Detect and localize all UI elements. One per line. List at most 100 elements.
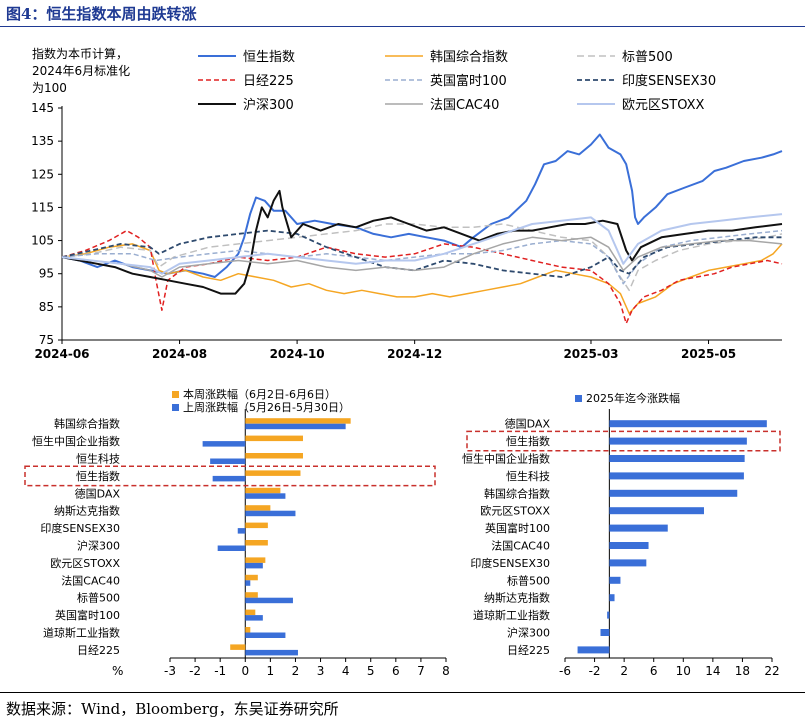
bar-2	[245, 597, 293, 604]
bar-1	[609, 472, 744, 480]
x-tick-label: -2	[589, 664, 601, 678]
category-label: 沪深300	[507, 626, 550, 640]
source-note: 数据来源：Wind，Bloomberg，东吴证券研究所	[6, 700, 339, 718]
bar-2	[202, 441, 246, 447]
x-tick-label: 2025-05	[681, 347, 736, 361]
category-label: 沪深300	[77, 539, 120, 553]
series-line-4	[61, 229, 783, 325]
bar-1	[609, 559, 647, 567]
category-label: 恒生指数	[506, 434, 550, 448]
series-line-3	[61, 223, 783, 292]
x-tick-label: 2	[292, 664, 300, 678]
bar-2	[237, 528, 246, 534]
category-label: 德国DAX	[505, 417, 551, 431]
line-chart: 75 85 95 105 115 125 135 145 2024-06 2024-08 2024-…	[31, 46, 783, 361]
category-label: 恒生科技	[76, 452, 120, 466]
y-tick-label: 125	[31, 167, 54, 181]
bar-1	[609, 507, 704, 515]
legend-swatch	[575, 395, 582, 402]
bar-2	[245, 615, 263, 621]
bar-2	[245, 632, 286, 638]
legend-label: 上周涨跌幅（5月26日-5月30日）	[183, 400, 350, 414]
y-tick-label: 135	[31, 134, 54, 148]
y-tick-label: 85	[39, 300, 54, 314]
category-label: 道琼斯工业指数	[43, 626, 120, 640]
category-label: 恒生中国企业指数	[462, 452, 550, 466]
bar-1	[245, 627, 251, 633]
category-label: 印度SENSEX30	[40, 521, 120, 535]
bar-2	[210, 458, 246, 464]
highlight-box	[24, 465, 436, 487]
legend-label: 日经225	[243, 74, 294, 89]
legend-label: 恒生指数	[243, 50, 295, 65]
x-tick-label: 4	[342, 664, 350, 678]
x-tick-label: 8	[442, 664, 450, 678]
bar-2	[245, 562, 263, 569]
x-tick-label: 2024-08	[152, 347, 207, 361]
x-tick-label: 2024-12	[387, 347, 442, 361]
category-label: 恒生中国企业指数	[32, 434, 120, 448]
bar-1	[577, 646, 610, 654]
bar-2	[245, 580, 251, 586]
bar-1	[607, 611, 610, 619]
title-rule	[0, 26, 805, 27]
category-label: 纳斯达克指数	[54, 504, 120, 518]
x-tick-label: 10	[676, 664, 691, 678]
x-tick-label: 7	[417, 664, 425, 678]
category-label: 纳斯达克指数	[484, 591, 550, 605]
x-tick-label: 6	[650, 664, 658, 678]
category-label: 日经225	[507, 644, 550, 657]
legend-label: 欧元区STOXX	[622, 98, 704, 113]
category-label: 恒生科技	[506, 469, 550, 483]
category-label: 日经225	[77, 644, 120, 657]
y-tick-label: 95	[39, 267, 54, 281]
bar-2	[245, 423, 346, 430]
x-tick-label: 1	[267, 664, 275, 678]
legend-label: 标普500	[622, 50, 673, 65]
legend-label: 2025年迄今涨跌幅	[586, 391, 680, 405]
bar-1	[609, 576, 621, 584]
bar-1	[245, 574, 258, 581]
bar-1	[245, 470, 301, 476]
series-line-6	[61, 229, 782, 278]
category-label: 标普500	[77, 591, 120, 605]
series-line-7	[61, 189, 783, 295]
bar-1	[245, 435, 303, 442]
x-tick-label: 14	[705, 664, 720, 678]
category-label: 韩国综合指数	[484, 486, 550, 500]
bar-1	[609, 437, 747, 445]
series-line-9	[61, 213, 783, 275]
x-tick-label: 6	[392, 664, 400, 678]
legend-swatch	[172, 404, 179, 411]
bar-1	[609, 542, 649, 549]
source-rule	[0, 692, 805, 693]
legend-label: 韩国综合指数	[430, 50, 508, 65]
x-tick-label: 2025-03	[563, 347, 618, 361]
legend-label: 英国富时100	[430, 73, 507, 89]
bar-1	[609, 455, 745, 462]
bar-1	[245, 522, 268, 529]
legend-label: 本周涨跌幅（6月2日-6月6日）	[183, 387, 336, 401]
bar-1	[245, 418, 351, 424]
category-label: 标普500	[507, 573, 550, 587]
legend-swatch	[172, 391, 179, 398]
category-label: 德国DAX	[75, 486, 121, 500]
bar-1	[609, 489, 738, 497]
bar-1	[245, 557, 266, 563]
series-line-8	[61, 236, 783, 278]
chart-note-line: 为100	[32, 81, 67, 95]
x-tick-label: 5	[367, 664, 375, 678]
category-label: 英国富时100	[55, 608, 120, 622]
bar-1	[600, 629, 610, 636]
y-tick-label: 105	[31, 234, 54, 248]
y-tick-label: 75	[39, 333, 54, 347]
category-label: 欧元区STOXX	[480, 505, 550, 518]
category-label: 欧元区STOXX	[50, 557, 120, 570]
legend-label: 沪深300	[243, 97, 294, 113]
x-tick-label: 2024-06	[34, 347, 89, 361]
series-line-5	[61, 229, 783, 285]
highlight-box	[466, 430, 781, 452]
x-tick-label: 2024-10	[270, 347, 325, 361]
bar-1	[230, 644, 246, 650]
bar-1	[245, 592, 258, 598]
